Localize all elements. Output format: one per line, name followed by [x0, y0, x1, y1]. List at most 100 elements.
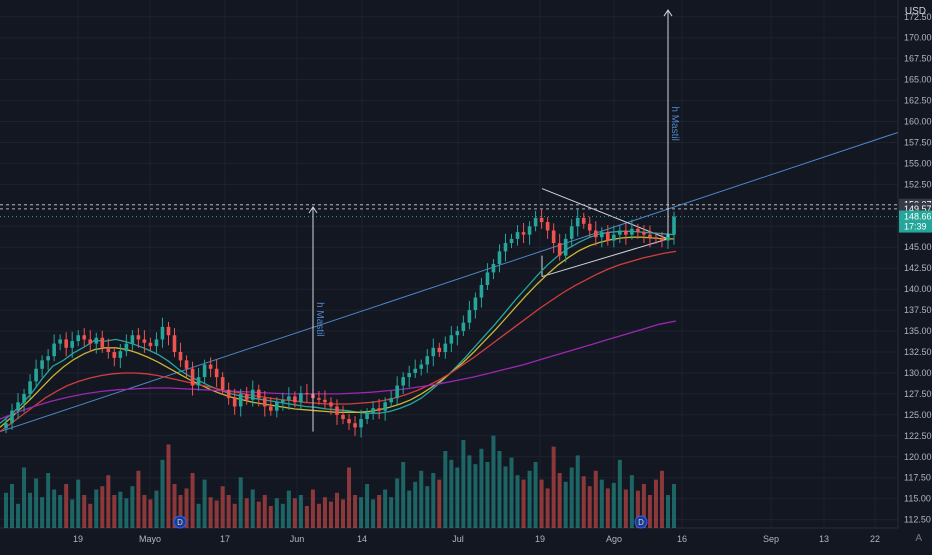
price-axis[interactable]: 112.50 115.00 117.50 120.00 122.50 125.00 127.…: [904, 12, 932, 525]
volume-bar: [533, 462, 538, 528]
price-tick-label: 155.00: [904, 158, 932, 168]
volume-bar: [665, 495, 670, 528]
candle-body: [16, 402, 20, 411]
volume-bar: [244, 498, 249, 528]
candle-body: [220, 377, 225, 390]
volume-bar: [10, 484, 15, 528]
volume-bar: [106, 475, 111, 528]
moving-average-line: [0, 236, 674, 428]
price-tick-label: 167.50: [904, 54, 932, 64]
volume-bar: [395, 478, 400, 528]
candle-body: [599, 232, 604, 238]
candle-body: [461, 322, 466, 332]
candle-body: [299, 393, 303, 403]
currency-label: USD: [904, 6, 926, 17]
trend-lines: [0, 131, 899, 433]
candle-body: [317, 398, 321, 400]
candle-body: [256, 389, 261, 399]
price-tag: [899, 210, 932, 233]
volume-bar: [256, 501, 261, 528]
volume-bar: [82, 495, 87, 528]
candle-body: [250, 389, 255, 400]
volume-bar: [238, 477, 243, 528]
time-tick-label: 19: [73, 534, 83, 544]
time-tick-label: 17: [220, 534, 230, 544]
triangle-lower-line: [541, 238, 669, 278]
candle-body: [178, 352, 183, 361]
price-tick-label: 115.00: [904, 494, 931, 504]
price-tick-label: 145.00: [904, 242, 932, 252]
price-tick-label: 162.50: [904, 96, 932, 106]
candle-body: [467, 310, 472, 323]
candle-body: [64, 339, 68, 348]
candle-body: [10, 410, 14, 424]
candle-body: [82, 335, 87, 340]
candle-body: [118, 351, 123, 358]
time-axis[interactable]: 19 Mayo 17 Jun 14 Jul 19 Ago 16 Sep 13 22: [73, 534, 880, 544]
candlesticks[interactable]: [4, 208, 676, 438]
candle-body: [581, 217, 586, 224]
volume-bar: [647, 495, 652, 528]
candle-body: [527, 226, 532, 235]
candle-body: [569, 226, 574, 239]
candle-body: [196, 377, 201, 386]
candle-body: [593, 230, 598, 238]
price-tick-label: 137.50: [904, 305, 932, 315]
volume-bar: [304, 506, 309, 528]
candle-body: [202, 364, 207, 378]
volume-bar: [214, 500, 219, 528]
candle-body: [419, 364, 424, 369]
arrow-head-icon: [663, 9, 673, 17]
volume-bar: [413, 481, 418, 528]
volume-bar: [599, 479, 604, 528]
volume-bar: [509, 457, 514, 528]
candle-body: [672, 216, 676, 235]
volume-bar: [659, 470, 664, 528]
volume-bar: [551, 446, 556, 528]
volume-bar: [359, 497, 364, 528]
volume-bar: [641, 484, 646, 528]
candle-body: [606, 232, 610, 241]
candle-body: [479, 284, 484, 298]
candle-body: [46, 356, 50, 361]
candle-body: [4, 423, 8, 429]
price-tick-label: 117.50: [904, 473, 931, 483]
volume-bar: [419, 470, 424, 528]
auto-scale-icon[interactable]: A: [915, 533, 922, 544]
candle-body: [630, 228, 634, 235]
volume-bar: [443, 451, 448, 528]
volume-bar: [190, 473, 195, 528]
candle-body: [666, 234, 670, 241]
volume-bar: [623, 489, 628, 528]
volume-bar: [365, 484, 370, 528]
price-tick-label: 170.00: [904, 33, 932, 43]
candle-body: [413, 368, 418, 373]
candle-body: [407, 372, 412, 378]
volume-bar: [672, 484, 676, 528]
candle-body: [160, 326, 165, 340]
triangle-upper-line: [541, 188, 669, 240]
volume-bar: [527, 470, 532, 528]
volume-bar: [124, 498, 129, 528]
volume-bar: [70, 499, 75, 528]
candle-body: [287, 396, 291, 400]
volume-bar: [310, 489, 315, 528]
volume-bar: [4, 492, 8, 528]
volume-bar: [455, 467, 460, 528]
candle-body: [557, 243, 562, 256]
candle-body: [232, 398, 237, 407]
volume-bar: [58, 495, 63, 528]
volume-bar: [94, 489, 99, 528]
volume-bar: [316, 503, 321, 528]
volume-bar: [431, 473, 436, 528]
price-tag-label: 149.57: [904, 204, 932, 214]
price-tag-label: 148.66: [904, 212, 932, 222]
candle-body: [244, 393, 249, 400]
candle-body: [431, 347, 436, 357]
candle-body: [58, 339, 62, 344]
annotations: h Mastil h Mastil D D: [173, 9, 680, 529]
volume-bar: [341, 499, 346, 528]
